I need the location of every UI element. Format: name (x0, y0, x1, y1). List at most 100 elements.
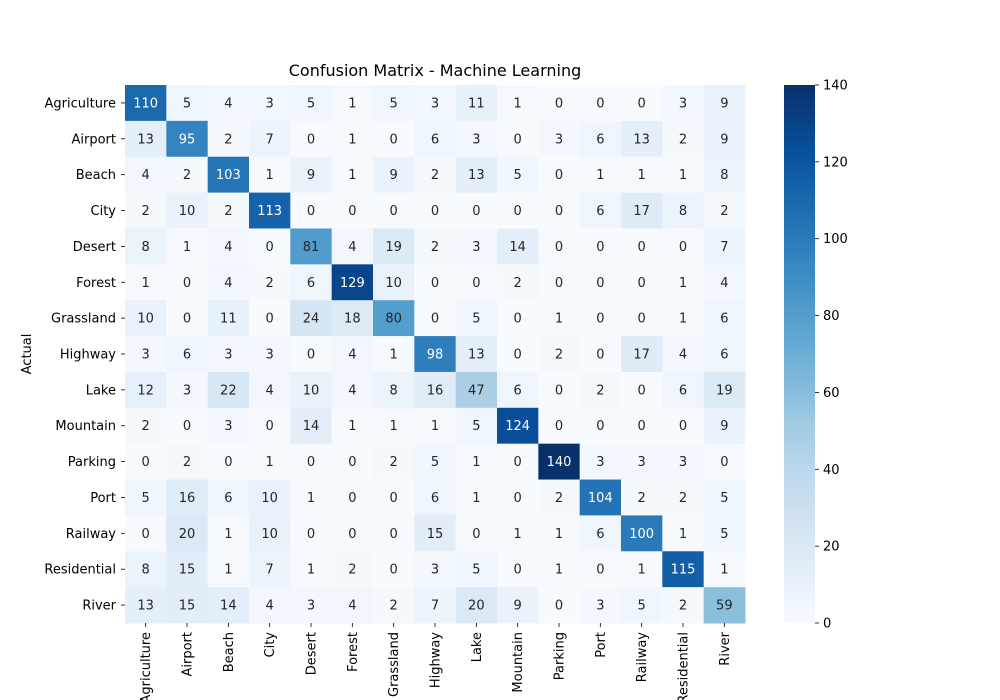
heatmap-cell (125, 264, 167, 301)
colorbar-tick-label: 140 (823, 79, 848, 94)
cell-value-label: 0 (472, 276, 480, 291)
heatmap-cell (125, 336, 167, 373)
cell-value-label: 5 (720, 527, 728, 542)
heatmap-cell (703, 228, 746, 265)
heatmap-cell (579, 515, 622, 552)
heatmap-cell (166, 300, 209, 337)
cell-value-label: 0 (348, 204, 356, 219)
cell-value-label: 0 (390, 563, 398, 578)
heatmap-cell (497, 264, 539, 301)
heatmap-cell (166, 228, 209, 265)
heatmap-cell (621, 336, 663, 373)
heatmap-cell (455, 551, 498, 588)
cell-value-label: 1 (514, 527, 522, 542)
cell-value-label: 1 (348, 132, 356, 147)
heatmap-cell (497, 407, 539, 445)
heatmap-cell (373, 443, 415, 481)
heatmap-cell (579, 587, 622, 624)
cell-value-label: 4 (348, 348, 356, 363)
cell-value-label: 1 (555, 312, 563, 327)
heatmap-cell (455, 587, 498, 624)
cell-value-label: 0 (266, 312, 274, 327)
heatmap-cell (331, 479, 374, 516)
cell-value-label: 5 (638, 599, 646, 614)
cell-value-label: 0 (514, 563, 522, 578)
heatmap-cell (290, 479, 333, 516)
colorbar-tick-label: 20 (823, 540, 840, 555)
cell-value-label: 15 (179, 563, 196, 578)
heatmap-cell (125, 587, 167, 624)
heatmap-cell (703, 407, 746, 445)
heatmap-cell (414, 192, 457, 229)
heatmap-cell (703, 156, 746, 194)
cell-value-label: 6 (224, 491, 232, 506)
cell-value-label: 2 (679, 132, 687, 147)
heatmap-cell (703, 85, 746, 122)
heatmap-cell (331, 264, 374, 301)
column-tick-label: Grassland (387, 632, 402, 697)
cell-value-label: 104 (588, 491, 613, 506)
heatmap-cell (331, 551, 374, 588)
heatmap-cell (166, 156, 209, 194)
row-tick-label: Railway (66, 527, 117, 542)
heatmap-cell (414, 336, 457, 373)
cell-value-label: 4 (348, 240, 356, 255)
cell-value-label: 4 (348, 599, 356, 614)
cell-value-label: 0 (514, 132, 522, 147)
heatmap-cell (207, 336, 250, 373)
column-tick-label: Lake (470, 632, 485, 662)
heatmap-cell (538, 407, 581, 445)
cell-value-label: 9 (720, 419, 728, 434)
heatmap-cell (579, 156, 622, 194)
cell-value-label: 13 (137, 599, 154, 614)
heatmap-cell (207, 120, 250, 158)
cell-value-label: 115 (671, 563, 696, 578)
heatmap-cell (497, 228, 539, 265)
cell-value-label: 1 (266, 455, 274, 470)
cell-value-label: 3 (638, 455, 646, 470)
cell-value-label: 6 (596, 132, 604, 147)
heatmap-cell (662, 587, 705, 624)
heatmap-cell (207, 443, 250, 481)
heatmap-cell (621, 515, 663, 552)
cell-value-label: 0 (307, 455, 315, 470)
heatmap-cell (373, 407, 415, 445)
heatmap-cell (455, 264, 498, 301)
heatmap-cell (125, 120, 167, 158)
cell-value-label: 1 (555, 563, 563, 578)
cell-value-label: 5 (390, 96, 398, 111)
cell-value-label: 0 (224, 455, 232, 470)
heatmap-cell (249, 300, 291, 337)
heatmap-cell (373, 120, 415, 158)
heatmap-cell (538, 300, 581, 337)
cell-value-label: 0 (555, 383, 563, 398)
heatmap-cell (166, 443, 209, 481)
cell-value-label: 11 (220, 312, 237, 327)
cell-value-label: 0 (555, 276, 563, 291)
cell-value-label: 1 (348, 168, 356, 183)
cell-value-label: 2 (679, 491, 687, 506)
heatmap-cell (621, 371, 663, 409)
heatmap-cell (662, 264, 705, 301)
cell-value-label: 2 (142, 204, 150, 219)
cell-value-label: 140 (547, 455, 572, 470)
heatmap-cell (125, 371, 167, 409)
cell-value-label: 3 (555, 132, 563, 147)
colorbar-tick-label: 40 (823, 463, 840, 478)
heatmap-cell (662, 156, 705, 194)
heatmap-cell (455, 192, 498, 229)
heatmap-cell (703, 443, 746, 481)
cell-value-label: 0 (307, 204, 315, 219)
cell-value-label: 0 (514, 204, 522, 219)
heatmap-cell (538, 120, 581, 158)
heatmap-cell (455, 120, 498, 158)
heatmap-cell (538, 336, 581, 373)
heatmap-cell (455, 443, 498, 481)
heatmap-cell (621, 228, 663, 265)
cell-value-label: 8 (142, 563, 150, 578)
cell-value-label: 103 (216, 168, 241, 183)
heatmap-cell (290, 85, 333, 122)
heatmap-cell (290, 443, 333, 481)
column-tick-label: Forest (346, 632, 361, 672)
row-tick-label: Lake (86, 383, 116, 398)
